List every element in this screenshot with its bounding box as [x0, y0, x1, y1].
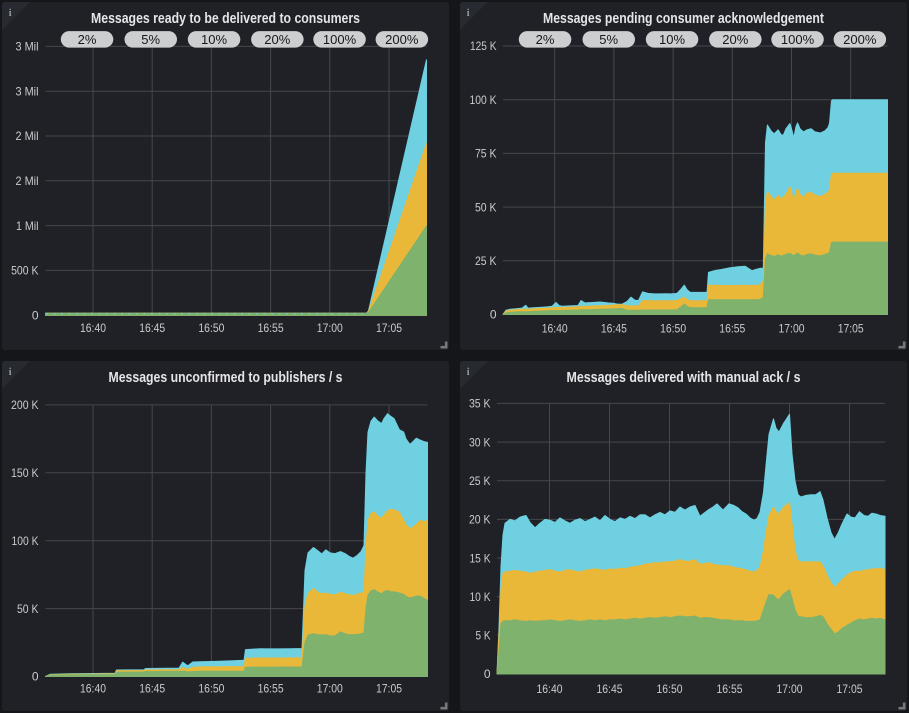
svg-text:i: i: [9, 367, 12, 378]
svg-text:Messages delivered with manual: Messages delivered with manual ack / s: [567, 370, 801, 386]
svg-text:16:55: 16:55: [717, 682, 743, 696]
svg-text:30 K: 30 K: [469, 435, 491, 449]
svg-text:i: i: [467, 367, 470, 378]
svg-text:150 K: 150 K: [11, 466, 39, 480]
svg-text:16:55: 16:55: [258, 682, 284, 696]
svg-text:200%: 200%: [843, 32, 877, 47]
svg-text:16:45: 16:45: [139, 682, 165, 696]
svg-text:5%: 5%: [599, 32, 618, 47]
svg-text:16:40: 16:40: [537, 682, 563, 696]
svg-text:2%: 2%: [78, 32, 97, 47]
svg-text:5%: 5%: [141, 32, 160, 47]
svg-text:0: 0: [32, 670, 39, 684]
svg-text:125 K: 125 K: [470, 39, 497, 53]
svg-text:75 K: 75 K: [475, 147, 497, 161]
svg-text:16:55: 16:55: [258, 321, 284, 335]
svg-text:17:05: 17:05: [376, 321, 402, 335]
svg-text:100%: 100%: [781, 32, 815, 47]
svg-text:35 K: 35 K: [469, 397, 491, 411]
svg-text:17:05: 17:05: [376, 682, 402, 696]
svg-text:20%: 20%: [722, 32, 748, 47]
svg-text:50 K: 50 K: [475, 200, 497, 214]
svg-text:1 Mil: 1 Mil: [16, 219, 39, 233]
svg-text:25 K: 25 K: [469, 474, 491, 488]
svg-text:0: 0: [490, 308, 497, 322]
svg-text:16:50: 16:50: [198, 682, 224, 696]
svg-text:200 K: 200 K: [11, 398, 39, 412]
svg-text:200%: 200%: [385, 32, 419, 47]
svg-text:15 K: 15 K: [470, 551, 491, 565]
svg-text:i: i: [9, 8, 12, 19]
svg-text:16:40: 16:40: [80, 682, 106, 696]
svg-text:20 K: 20 K: [469, 513, 491, 527]
svg-text:16:40: 16:40: [542, 322, 568, 336]
svg-text:16:45: 16:45: [601, 322, 627, 336]
svg-text:17:00: 17:00: [777, 682, 803, 696]
svg-text:2 Mil: 2 Mil: [16, 174, 39, 188]
svg-text:17:05: 17:05: [838, 322, 864, 336]
svg-text:25 K: 25 K: [475, 254, 497, 268]
svg-text:5 K: 5 K: [476, 629, 491, 643]
svg-text:100%: 100%: [323, 32, 357, 47]
svg-text:16:50: 16:50: [198, 321, 224, 335]
svg-text:16:40: 16:40: [80, 321, 106, 335]
svg-text:500 K: 500 K: [11, 264, 38, 278]
svg-text:16:45: 16:45: [597, 682, 623, 696]
svg-text:0: 0: [484, 667, 491, 681]
svg-text:17:05: 17:05: [837, 682, 863, 696]
svg-text:16:45: 16:45: [139, 321, 165, 335]
svg-text:10%: 10%: [201, 32, 227, 47]
svg-text:16:50: 16:50: [660, 322, 686, 336]
svg-text:17:00: 17:00: [317, 321, 343, 335]
svg-text:3 Mil: 3 Mil: [16, 84, 39, 98]
svg-text:16:50: 16:50: [657, 682, 683, 696]
svg-text:100 K: 100 K: [12, 534, 39, 548]
svg-text:Messages ready to be delivered: Messages ready to be delivered to consum…: [91, 11, 360, 27]
svg-text:Messages pending consumer ackn: Messages pending consumer acknowledgemen…: [543, 11, 824, 27]
svg-text:16:55: 16:55: [719, 322, 745, 336]
svg-text:10 K: 10 K: [470, 590, 491, 604]
svg-text:50 K: 50 K: [17, 602, 39, 616]
svg-text:10%: 10%: [659, 32, 685, 47]
svg-text:20%: 20%: [264, 32, 290, 47]
svg-text:100 K: 100 K: [470, 93, 497, 107]
svg-text:i: i: [467, 8, 470, 19]
svg-text:0: 0: [32, 308, 39, 322]
svg-text:2 Mil: 2 Mil: [16, 129, 39, 143]
svg-text:Messages unconfirmed to publis: Messages unconfirmed to publishers / s: [109, 370, 343, 386]
svg-text:17:00: 17:00: [317, 682, 343, 696]
svg-text:17:00: 17:00: [779, 322, 805, 336]
svg-text:3 Mil: 3 Mil: [16, 40, 39, 54]
svg-text:2%: 2%: [536, 32, 555, 47]
